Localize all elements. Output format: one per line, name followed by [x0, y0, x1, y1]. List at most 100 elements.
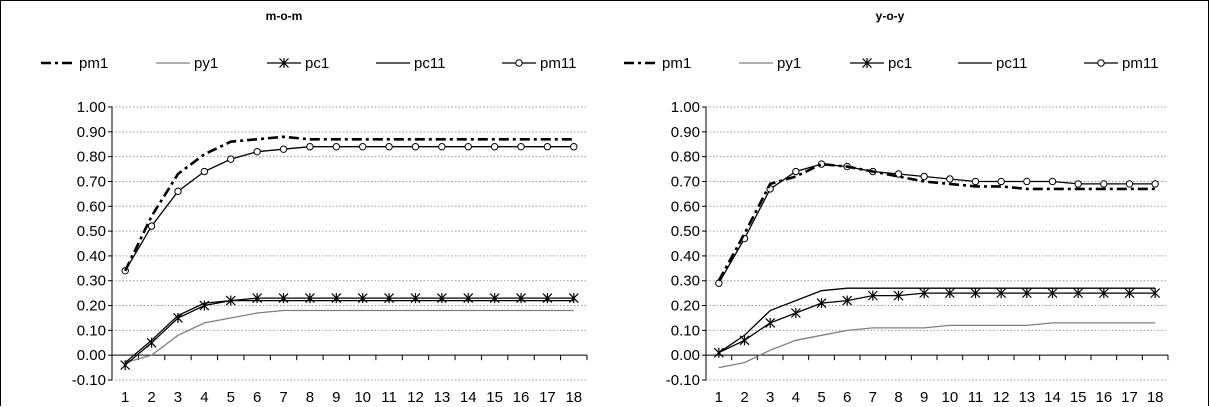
data-point — [893, 290, 904, 301]
legend-item-pc11: pc11 — [958, 55, 1027, 72]
series-line — [125, 309, 574, 364]
data-point — [358, 143, 367, 151]
y-tick-label: 0.20 — [671, 298, 700, 315]
data-point — [1100, 180, 1108, 188]
series-pm1 — [717, 162, 1156, 282]
chart-mom-svg: m-o-m pm1 py1 pc1 pc11 pm11 1.00 0.90 0.80 0.70 0.… — [41, 9, 588, 406]
data-point — [517, 143, 525, 151]
y-tick-label: 0.00 — [77, 347, 106, 364]
legend-label: pm1 — [662, 55, 691, 72]
y-tick-label: -0.10 — [72, 372, 106, 389]
y-axis-ticks: 1.00 0.90 0.80 0.70 0.60 0.50 0.40 0.30 0.20 0.10… — [666, 99, 700, 389]
chart-yoy: y-o-y pm1 py1 pc1 pc11 pm11 1.00 0.90 0.80 0.70 0.… — [600, 0, 1200, 407]
legend: pm1 py1 pc1 pc11 pm11 — [624, 55, 1158, 72]
gridlines — [706, 106, 1168, 331]
x-axis-ticks: 1 2 3 4 5 6 7 8 9 10 11 12 13 14 15 16 17 18 — [715, 389, 1164, 406]
data-point — [816, 298, 827, 309]
legend-item-pm1: pm1 — [624, 55, 691, 72]
data-point — [120, 360, 131, 371]
data-point — [253, 147, 261, 156]
data-point — [516, 293, 526, 304]
data-point — [411, 143, 420, 151]
legend-item-py1: py1 — [156, 55, 218, 72]
series-line — [718, 322, 1156, 369]
y-tick-label: 0.50 — [671, 223, 700, 240]
legend-label: pc1 — [305, 55, 329, 72]
data-point — [147, 222, 156, 230]
data-point — [570, 143, 578, 151]
y-tick-label: 0.50 — [77, 223, 106, 240]
data-point — [944, 288, 955, 299]
series-pc1 — [713, 288, 1161, 358]
series-line — [718, 163, 1156, 284]
chart-mom: m-o-m pm1 py1 pc1 pc11 pm11 1.00 0.90 0.80 0.70 0.… — [10, 0, 600, 407]
x-tick-label: 7 — [279, 389, 287, 406]
y-tick-label: 0.40 — [77, 248, 106, 265]
legend-item-py1: py1 — [739, 55, 801, 72]
x-tick-label: 10 — [941, 389, 958, 406]
data-point — [199, 300, 210, 311]
x-tick-label: 17 — [1121, 389, 1138, 406]
x-tick-label: 14 — [460, 389, 477, 406]
legend-item-pc1: pc1 — [850, 55, 912, 72]
series-py1 — [125, 309, 574, 364]
data-point — [1074, 180, 1082, 188]
data-point — [997, 177, 1005, 186]
x-tick-label: 18 — [565, 389, 582, 406]
x-tick-label: 13 — [434, 389, 451, 406]
data-point — [227, 155, 235, 163]
y-tick-label: 0.80 — [77, 149, 106, 166]
data-point — [1023, 177, 1031, 186]
y-tick-label: 0.10 — [77, 322, 106, 339]
x-tick-label: 9 — [332, 389, 340, 406]
data-point — [1151, 180, 1159, 188]
series-line — [124, 146, 574, 272]
series-line — [124, 135, 574, 272]
data-point — [1150, 288, 1161, 299]
legend-item-pm11: pm11 — [502, 55, 576, 72]
series-pc11 — [718, 287, 1156, 354]
legend-marker — [515, 59, 523, 67]
data-point — [713, 347, 724, 358]
data-point — [790, 307, 801, 318]
data-point — [1048, 177, 1057, 186]
data-point — [438, 143, 446, 151]
y-tick-label: 0.30 — [77, 273, 106, 290]
x-tick-label: 7 — [869, 389, 877, 406]
x-tick-label: 10 — [354, 389, 371, 406]
data-point — [996, 288, 1007, 299]
data-point — [490, 143, 499, 151]
y-axis-ticks: 1.00 0.90 0.80 0.70 0.60 0.50 0.40 0.30 0.20 0.10… — [72, 99, 106, 389]
x-tick-label: 1 — [715, 389, 723, 406]
y-tick-label: 0.20 — [77, 298, 106, 315]
data-point — [436, 293, 447, 304]
legend-marker — [1097, 59, 1105, 67]
gridlines — [112, 106, 587, 331]
x-tick-label: 9 — [920, 389, 928, 406]
series-pm1 — [124, 135, 574, 272]
legend-item-pm11: pm11 — [1084, 55, 1158, 72]
data-point — [385, 143, 393, 151]
x-tick-label: 1 — [121, 389, 129, 406]
y-tick-label: -0.10 — [666, 372, 700, 389]
data-point — [842, 295, 853, 306]
data-point — [919, 288, 930, 299]
x-tick-label: 4 — [200, 389, 208, 406]
data-point — [174, 187, 182, 196]
data-point — [304, 293, 315, 304]
series-pm11 — [715, 160, 1159, 287]
legend: pm1 py1 pc1 pc11 pm11 — [41, 55, 576, 72]
x-tick-label: 3 — [766, 389, 774, 406]
series-line — [718, 287, 1156, 354]
y-tick-label: 0.70 — [671, 173, 700, 190]
chart-yoy-svg: y-o-y pm1 py1 pc1 pc11 pm11 1.00 0.90 0.80 0.70 0.… — [624, 9, 1169, 406]
x-tick-label: 5 — [227, 389, 235, 406]
y-tick-label: 0.90 — [671, 124, 700, 141]
data-point — [920, 172, 928, 181]
x-tick-label: 15 — [1070, 389, 1087, 406]
data-point — [252, 293, 263, 304]
data-point — [200, 167, 209, 176]
x-tick-label: 14 — [1044, 389, 1061, 406]
y-tick-label: 0.70 — [77, 173, 106, 190]
y-tick-label: 1.00 — [77, 99, 106, 116]
